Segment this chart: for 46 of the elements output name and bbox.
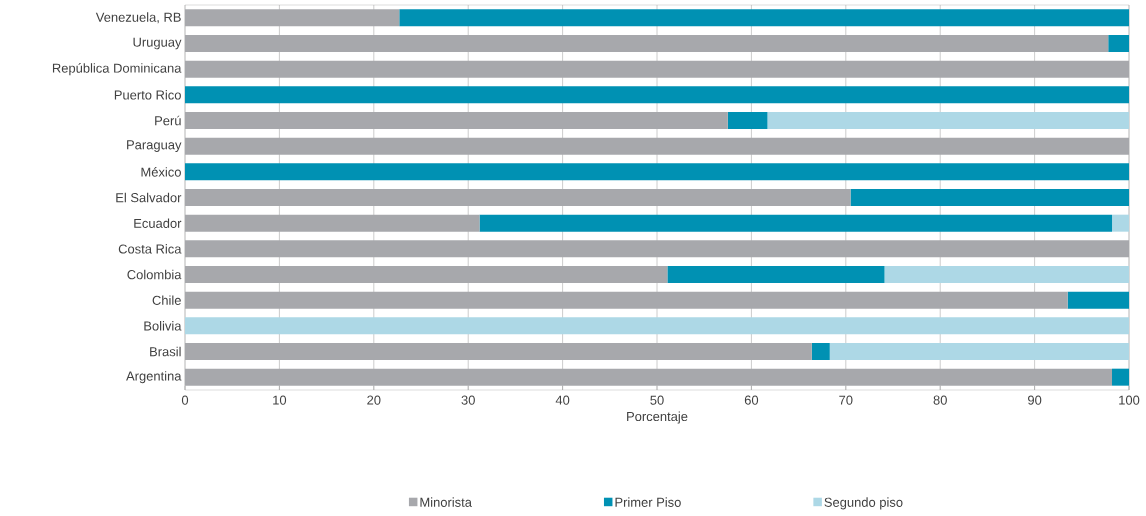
legend-label: Segundo piso	[824, 497, 903, 510]
y-tick-label: Costa Rica	[118, 244, 182, 254]
bar	[727, 112, 768, 129]
bar	[884, 266, 1130, 283]
bar	[1067, 291, 1130, 309]
y-tick-label: Ecuador	[134, 218, 182, 228]
x-tick-label: 10	[273, 395, 287, 405]
y-tick-label: Venezuela, RB	[95, 12, 181, 24]
bar	[850, 189, 1130, 206]
bar	[829, 343, 1130, 360]
x-tick-label: 30	[461, 395, 475, 405]
bar	[185, 317, 1130, 335]
bar	[1108, 35, 1130, 52]
bar	[667, 266, 885, 283]
y-tick-label: Perú	[155, 115, 181, 126]
legend-label: Primer Piso	[615, 497, 681, 507]
bar	[767, 112, 1130, 129]
bar	[811, 343, 830, 360]
y-tick-label: Uruguay	[133, 37, 182, 50]
y-tick-label: Puerto Rico	[114, 90, 181, 100]
y-tick-label: Argentina	[126, 371, 182, 384]
bar	[185, 86, 1130, 104]
x-tick-label: 100	[1119, 395, 1140, 405]
x-tick-label: 70	[839, 395, 853, 405]
x-tick-label: 0	[181, 395, 189, 405]
y-tick-label: Colombia	[127, 269, 182, 280]
y-tick-label: Brasil	[150, 346, 181, 357]
bar	[1112, 214, 1130, 232]
bar	[399, 9, 1130, 27]
y-tick-label: Paraguay	[127, 140, 182, 152]
x-tick-label: 80	[933, 395, 947, 405]
x-tick-label: 40	[555, 395, 570, 405]
x-axis-title: Porcentaje	[627, 411, 688, 424]
y-tick-label: México	[141, 167, 181, 177]
y-tick-label: Chile	[152, 295, 181, 305]
x-tick-label: 20	[367, 395, 381, 405]
y-tick-label: El Salvador	[116, 192, 182, 203]
y-tick-label: República Dominicana	[52, 63, 182, 76]
x-tick-label: 90	[1028, 395, 1042, 405]
x-tick-label: 50	[650, 395, 664, 405]
y-tick-label: Bolivia	[144, 321, 182, 331]
bar	[185, 163, 1130, 181]
bar	[479, 214, 1113, 232]
bar	[1112, 368, 1130, 386]
x-tick-label: 60	[744, 395, 759, 405]
legend-label: Minorista	[420, 497, 472, 507]
